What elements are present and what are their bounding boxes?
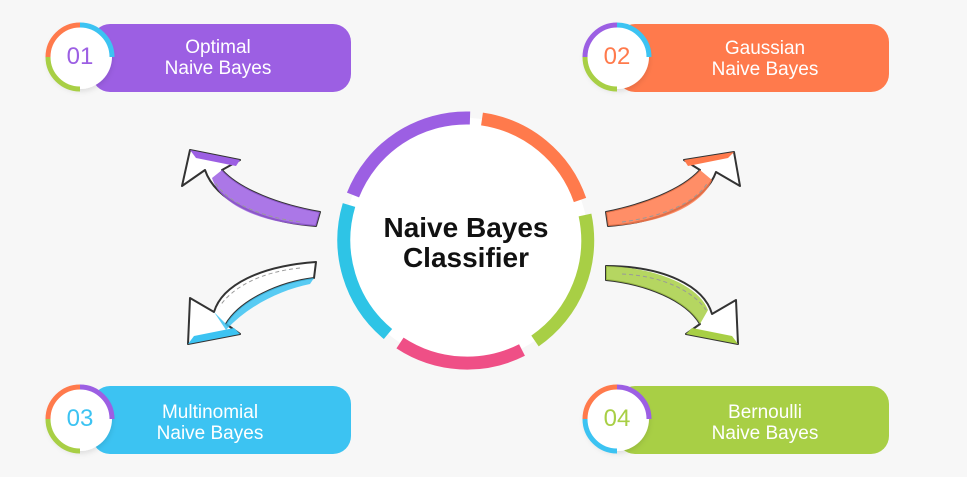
number-03: 03 [66, 405, 94, 432]
pill-optimal [92, 24, 351, 92]
center-title: Naive Bayes Classifier [346, 213, 586, 273]
number-02: 02 [603, 43, 631, 70]
pill-bernoulli [617, 386, 889, 454]
label-multinomial-line2: Naive Bayes [156, 423, 264, 444]
center-title-line2: Classifier [402, 242, 530, 273]
center-ring [337, 111, 595, 370]
number-circle-03 [45, 384, 115, 454]
label-bernoulli-line2: Naive Bayes [711, 423, 819, 444]
label-multinomial-line1: Multinomial [161, 402, 259, 423]
arrow-up-left [181, 149, 321, 227]
label-optimal-line2: Naive Bayes [164, 58, 272, 79]
number-circle-04 [582, 384, 652, 454]
label-multinomial: Multinomial Naive Bayes [110, 402, 310, 444]
number-circle-01 [45, 22, 115, 92]
label-bernoulli: Bernoulli Naive Bayes [660, 402, 870, 444]
arrow-down-right [605, 265, 739, 345]
number-01: 01 [66, 43, 94, 70]
number-04: 04 [603, 405, 631, 432]
number-circle-02 [582, 22, 652, 92]
label-bernoulli-line1: Bernoulli [728, 402, 802, 423]
label-gaussian: Gaussian Naive Bayes [660, 38, 870, 80]
center-title-line1: Naive Bayes [383, 212, 549, 243]
arrow-down-left [187, 261, 317, 345]
pill-multinomial [92, 386, 351, 454]
label-optimal: Optimal Naive Bayes [118, 37, 318, 79]
label-gaussian-line2: Naive Bayes [711, 59, 819, 80]
pill-gaussian [617, 24, 889, 92]
label-gaussian-line1: Gaussian [724, 38, 806, 59]
label-optimal-line1: Optimal [185, 37, 251, 58]
arrow-up-right [605, 151, 741, 227]
